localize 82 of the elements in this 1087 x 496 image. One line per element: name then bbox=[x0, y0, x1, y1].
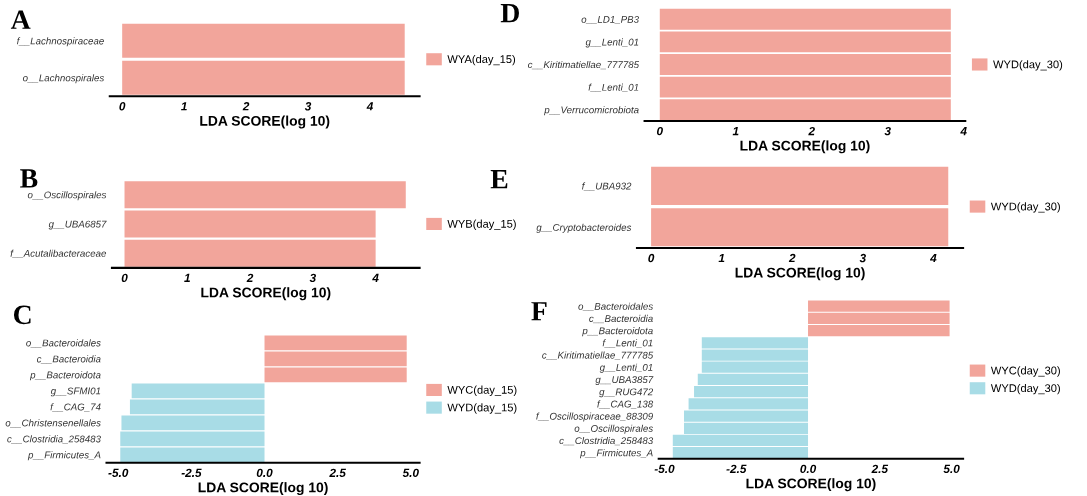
x-tick-label: 1 bbox=[181, 102, 187, 111]
x-tick-label: 1 bbox=[718, 253, 725, 263]
x-tick-label: 0 bbox=[121, 273, 128, 283]
y-tick-label: g__RUG472 bbox=[599, 388, 654, 398]
x-tick-label: 4 bbox=[960, 127, 967, 136]
y-tick-label: g__UBA3857 bbox=[595, 376, 654, 385]
x-tick-label: -5.0 bbox=[108, 468, 129, 477]
x-tick-label: 1 bbox=[732, 127, 739, 136]
y-tick-label: o__Christensenellales bbox=[5, 419, 101, 428]
y-tick-label: o__Bacteroidales bbox=[578, 302, 653, 311]
legend-label: WYD(day_30) bbox=[990, 383, 1060, 395]
y-tick-label: c__Kiritimatiellae_777785 bbox=[528, 60, 640, 70]
chart-title: A bbox=[10, 10, 31, 29]
x-tick-label: 2 bbox=[242, 102, 250, 111]
x-tick-label: 3 bbox=[304, 102, 312, 111]
y-tick-label: f__Lachnospiraceae bbox=[17, 37, 104, 47]
x-axis-title: LDA SCORE(log 10) bbox=[740, 140, 870, 154]
x-tick-label: 2.5 bbox=[329, 468, 346, 477]
x-tick-label: 2 bbox=[788, 253, 796, 263]
legend-label: WYA(day_15) bbox=[447, 54, 516, 66]
x-tick-label: 2 bbox=[808, 126, 815, 136]
x-tick-label: 1 bbox=[184, 273, 190, 282]
legend-label: WYC(day_15) bbox=[447, 385, 517, 396]
x-axis-title: LDA SCORE(log 10) bbox=[735, 267, 865, 281]
x-tick-label: 0.0 bbox=[800, 464, 817, 474]
x-tick-label: 3 bbox=[884, 126, 891, 136]
y-tick-label: c__Clostridia_258483 bbox=[7, 435, 101, 444]
y-tick-label: f__Oscillospiraceae_88309 bbox=[536, 412, 653, 422]
y-tick-label: f__Lenti_01 bbox=[602, 339, 653, 348]
y-tick-label: p__Verrucomicrobiota bbox=[544, 106, 639, 116]
x-tick-label: 5.0 bbox=[402, 468, 419, 477]
y-tick-label: o__Lachnospirales bbox=[22, 74, 105, 84]
y-tick-label: c__Kiritimatiellae_777785 bbox=[542, 351, 654, 360]
x-tick-label: -5.0 bbox=[654, 464, 675, 474]
x-tick-label: 3 bbox=[859, 253, 866, 263]
y-tick-label: f__CAG_138 bbox=[597, 400, 654, 409]
y-tick-label: p__Bacteroidota bbox=[29, 371, 101, 381]
x-tick-label: -2.5 bbox=[181, 468, 202, 477]
y-tick-label: f__UBA932 bbox=[582, 182, 632, 191]
x-tick-label: 4 bbox=[366, 102, 374, 111]
text: WYC(day_30) bbox=[990, 366, 1060, 377]
x-tick-label: 0 bbox=[657, 126, 663, 136]
x-tick-label: 2 bbox=[246, 273, 254, 282]
y-tick-label: p__Firmicutes_A bbox=[27, 451, 101, 461]
x-tick-label: 4 bbox=[372, 273, 379, 282]
text: WYB(day_15) bbox=[447, 219, 516, 230]
y-tick-label: f__Lenti_01 bbox=[588, 83, 639, 92]
y-tick-label: p__Firmicutes_A bbox=[579, 449, 653, 459]
chart-title: D bbox=[500, 4, 519, 23]
y-tick-label: o__Bacteroidales bbox=[26, 339, 101, 348]
chart-title: E bbox=[490, 170, 508, 189]
chart-title: B bbox=[20, 169, 38, 188]
y-tick-label: g__Lenti_01 bbox=[585, 38, 639, 48]
x-tick-label: 0.0 bbox=[256, 468, 273, 477]
y-tick-label: o__Oscillospirales bbox=[27, 191, 107, 201]
y-tick-label: g__Cryptobacteroides bbox=[536, 223, 632, 233]
x-axis-title: LDA SCORE(log 10) bbox=[201, 287, 331, 301]
chart-title: C bbox=[13, 305, 31, 325]
x-axis-title: LDA SCORE(log 10) bbox=[200, 115, 330, 129]
x-tick-label: 2.5 bbox=[871, 464, 889, 474]
x-tick-label: 0 bbox=[648, 253, 655, 263]
y-tick-label: o__LD1_PB3 bbox=[581, 15, 639, 24]
x-axis-title: LDA SCORE(log 10) bbox=[746, 478, 876, 492]
x-tick-label: -2.5 bbox=[726, 464, 747, 474]
y-tick-label: g__SFMI01 bbox=[50, 387, 101, 397]
y-tick-label: p__Bacteroidota bbox=[582, 327, 653, 337]
y-tick-label: g__UBA6857 bbox=[48, 220, 107, 230]
legend-label: WYD(day_30) bbox=[990, 202, 1060, 213]
y-tick-label: o__Oscillospirales bbox=[574, 424, 653, 434]
legend-label: WYD(day_30) bbox=[993, 60, 1063, 71]
y-tick-label: c__Bacteroidia bbox=[36, 355, 101, 364]
x-tick-label: 0 bbox=[119, 102, 126, 111]
y-tick-label: f__CAG_74 bbox=[50, 403, 101, 412]
y-tick-label: f__Acutalibacteraceae bbox=[10, 249, 107, 258]
y-tick-label: c__Bacteroidia bbox=[589, 314, 653, 324]
y-tick-label: g__Lenti_01 bbox=[599, 363, 653, 373]
x-tick-label: 3 bbox=[309, 273, 317, 283]
x-tick-label: 5.0 bbox=[943, 464, 960, 474]
x-axis-title: LDA SCORE(log 10) bbox=[198, 482, 328, 496]
chart-title: F bbox=[531, 302, 547, 321]
legend-label: WYD(day_15) bbox=[447, 403, 517, 414]
x-tick-label: 4 bbox=[929, 253, 937, 263]
